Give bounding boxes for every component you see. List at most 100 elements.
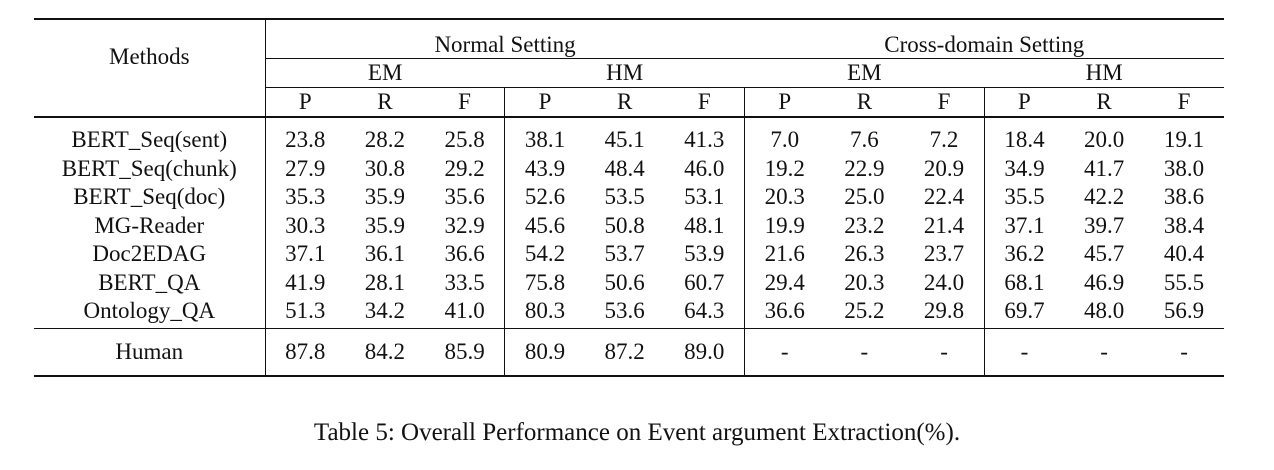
metric-value: 53.1 bbox=[684, 184, 725, 210]
metric-value: 80.9 bbox=[504, 327, 585, 376]
metric-value: 56.9 bbox=[1163, 298, 1205, 324]
metric-value: 50.6 bbox=[604, 269, 645, 295]
prf-header: F bbox=[904, 87, 985, 118]
metric-value: 37.1 bbox=[264, 240, 345, 269]
metric-value: 80.3 bbox=[504, 297, 585, 328]
metric-value: 48.0 bbox=[1083, 298, 1125, 324]
prf-spacer bbox=[34, 87, 266, 118]
metric-value: 25.0 bbox=[844, 184, 885, 210]
methods-body: BERT_Seq(sent) 23.8 28.2 25.8 38.1 45.1 41.3 7.… bbox=[34, 117, 1224, 328]
metric-value: 60.7 bbox=[684, 269, 725, 295]
metric-value: 46.9 bbox=[1083, 269, 1125, 295]
metric-value: 75.8 bbox=[504, 268, 585, 297]
table-row: Ontology_QA 51.3 34.2 41.0 80.3 53.6 64.3 36.6 2… bbox=[34, 297, 1224, 328]
metric-value: 54.2 bbox=[504, 240, 585, 269]
metric-value: 26.3 bbox=[844, 241, 885, 267]
cross-domain-setting-header: Cross-domain Setting bbox=[744, 19, 1224, 59]
prf-header: R bbox=[344, 87, 425, 118]
metric-value: 68.1 bbox=[983, 268, 1065, 297]
methods-header: Methods bbox=[109, 43, 190, 69]
metric-value: 42.2 bbox=[1083, 184, 1125, 210]
prf-header-row: P R F P R F P R F P R F bbox=[34, 87, 1224, 118]
metric-value: 19.1 bbox=[1163, 127, 1205, 153]
metric-value: 30.8 bbox=[364, 155, 406, 181]
metric-value: 23.8 bbox=[264, 117, 345, 155]
metric-value: 29.8 bbox=[923, 298, 965, 324]
method-name: MG-Reader bbox=[94, 212, 205, 238]
prf-header: R bbox=[1064, 87, 1145, 118]
metric-value: 87.2 bbox=[584, 327, 665, 376]
method-name: BERT_Seq(sent) bbox=[71, 127, 228, 153]
metric-value: 53.9 bbox=[684, 241, 725, 267]
metric-value: 32.9 bbox=[444, 212, 485, 238]
metric-value: 19.9 bbox=[744, 211, 825, 240]
metric-value: 38.1 bbox=[504, 117, 585, 155]
metric-value: 37.1 bbox=[983, 211, 1065, 240]
metric-value: 36.1 bbox=[364, 241, 406, 267]
prf-header: F bbox=[1144, 87, 1224, 118]
metric-value: 53.5 bbox=[604, 184, 645, 210]
metric-value: 36.2 bbox=[983, 240, 1065, 269]
metric-value: 23.7 bbox=[923, 241, 965, 267]
metric-value: 7.0 bbox=[744, 117, 825, 155]
metric-value: 38.0 bbox=[1163, 155, 1205, 181]
normal-em-header: EM bbox=[264, 58, 505, 88]
prf-header: F bbox=[424, 87, 505, 118]
metric-value: - bbox=[824, 327, 905, 376]
normal-hm-header: HM bbox=[504, 58, 745, 88]
method-name: BERT_Seq(doc) bbox=[73, 184, 226, 210]
metric-header-row: EM HM EM HM bbox=[34, 58, 1224, 88]
metric-value: 18.4 bbox=[983, 117, 1065, 155]
metric-value: 22.9 bbox=[844, 155, 885, 181]
results-table: Methods Normal Setting Cross-domain Sett… bbox=[34, 18, 1224, 377]
metric-value: 33.5 bbox=[444, 269, 485, 295]
metric-value: 48.4 bbox=[604, 155, 645, 181]
table-row: BERT_QA 41.9 28.1 33.5 75.8 50.6 60.7 29.4 20.3 2… bbox=[34, 268, 1224, 297]
prf-header: F bbox=[664, 87, 745, 118]
metric-value: 45.7 bbox=[1083, 241, 1125, 267]
metric-value: 29.2 bbox=[444, 155, 485, 181]
metric-value: 20.0 bbox=[1083, 127, 1125, 153]
metric-value: 20.3 bbox=[844, 269, 885, 295]
cross-em-header: EM bbox=[744, 58, 985, 88]
metric-value: 7.6 bbox=[850, 127, 879, 153]
metric-value: 27.9 bbox=[264, 154, 345, 183]
metric-value: 28.2 bbox=[364, 127, 406, 153]
prf-header: P bbox=[744, 87, 825, 118]
prf-header: P bbox=[983, 87, 1065, 118]
metric-value: 30.3 bbox=[264, 211, 345, 240]
metric-value: 55.5 bbox=[1163, 269, 1205, 295]
metric-value: 24.0 bbox=[923, 269, 965, 295]
metric-value: 45.6 bbox=[504, 211, 585, 240]
table-row: MG-Reader 30.3 35.9 32.9 45.6 50.8 48.1 19.9 23.… bbox=[34, 211, 1224, 240]
method-name: BERT_Seq(chunk) bbox=[61, 155, 237, 181]
metric-value: 50.8 bbox=[604, 212, 645, 238]
table-caption: Table 5: Overall Performance on Event ar… bbox=[313, 419, 961, 446]
metric-value: 22.4 bbox=[923, 184, 965, 210]
metric-value: 39.7 bbox=[1083, 212, 1125, 238]
metric-value: - bbox=[744, 327, 825, 376]
metric-value: 25.8 bbox=[444, 127, 485, 153]
normal-setting-header: Normal Setting bbox=[264, 19, 745, 59]
human-body: Human 87.8 84.2 85.9 80.9 87.2 89.0- - - - - - bbox=[34, 327, 1224, 376]
cross-hm-header: HM bbox=[984, 58, 1224, 88]
metric-value: 35.3 bbox=[264, 183, 345, 212]
metric-value: 85.9 bbox=[424, 327, 505, 376]
metric-value: - bbox=[983, 327, 1065, 376]
prf-header: R bbox=[584, 87, 665, 118]
metric-value: 23.2 bbox=[844, 212, 885, 238]
metric-value: 48.1 bbox=[684, 212, 725, 238]
metric-value: 53.6 bbox=[604, 298, 645, 324]
metric-value: 41.7 bbox=[1083, 155, 1125, 181]
metric-value: 41.9 bbox=[264, 268, 345, 297]
metric-value: 34.9 bbox=[983, 154, 1065, 183]
metric-value: 35.5 bbox=[983, 183, 1065, 212]
table-row: BERT_Seq(chunk) 27.9 30.8 29.2 43.9 48.4 46.0 1… bbox=[34, 154, 1224, 183]
metric-value: 29.4 bbox=[744, 268, 825, 297]
table-row: BERT_Seq(sent) 23.8 28.2 25.8 38.1 45.1 41.3 7.… bbox=[34, 117, 1224, 155]
metric-value: 40.4 bbox=[1163, 241, 1205, 267]
metric-value: 36.6 bbox=[444, 241, 485, 267]
prf-header: P bbox=[504, 87, 585, 118]
metric-value: 20.3 bbox=[744, 183, 825, 212]
